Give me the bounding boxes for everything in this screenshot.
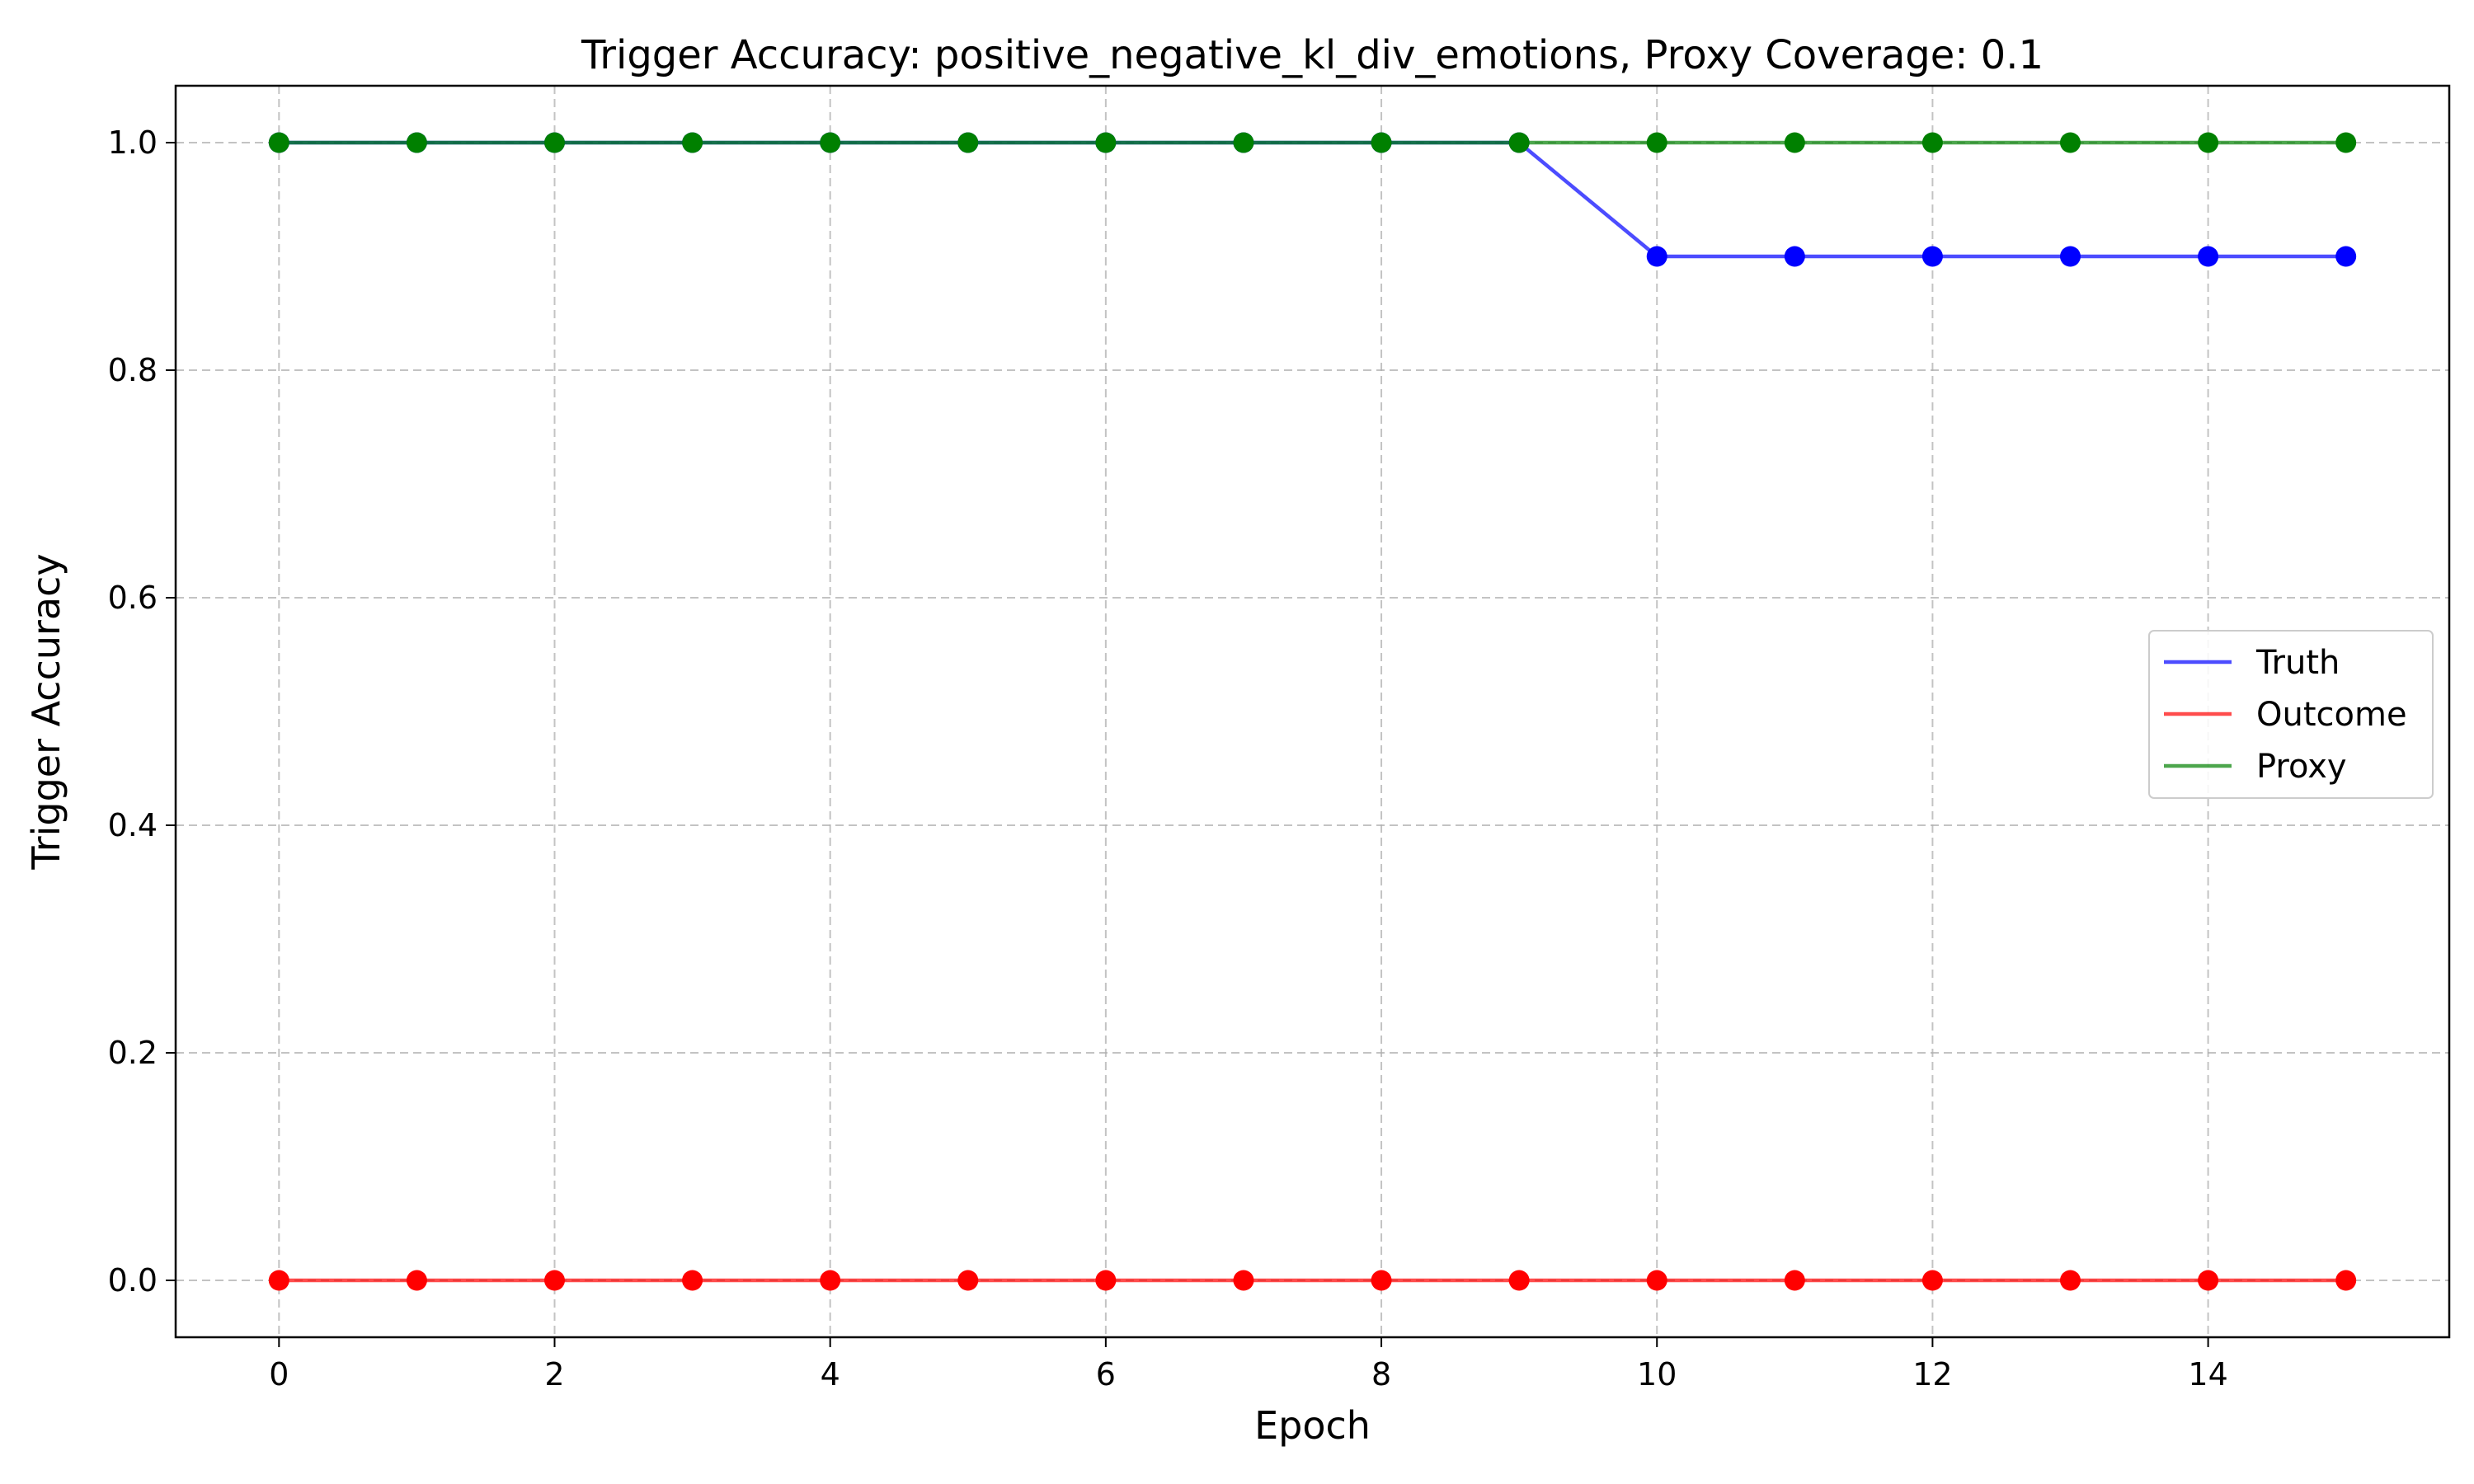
x-tick-label: 0 <box>269 1356 289 1392</box>
data-point-outcome <box>406 1270 427 1291</box>
data-point-proxy <box>1784 132 1805 153</box>
y-tick-label: 1.0 <box>108 124 158 161</box>
data-point-proxy <box>682 132 703 153</box>
y-tick-label: 0.4 <box>108 807 158 843</box>
data-point-truth <box>1646 246 1667 267</box>
legend: Truth Outcome Proxy <box>2148 630 2434 799</box>
data-point-proxy <box>1646 132 1667 153</box>
data-point-truth <box>2060 246 2081 267</box>
data-point-outcome <box>1508 1270 1530 1291</box>
x-tick-label: 8 <box>1371 1356 1391 1392</box>
data-point-proxy <box>1371 132 1392 153</box>
data-point-truth <box>2198 246 2219 267</box>
x-axis-label: Epoch <box>1254 1403 1371 1448</box>
data-point-proxy <box>1508 132 1530 153</box>
data-point-outcome <box>544 1270 565 1291</box>
data-point-proxy <box>406 132 427 153</box>
y-tick-label: 0.2 <box>108 1035 158 1071</box>
data-point-outcome <box>1921 1270 1943 1291</box>
x-tick-label: 10 <box>1637 1356 1677 1392</box>
legend-box <box>2148 630 2434 799</box>
y-tick-label: 0.8 <box>108 352 158 388</box>
data-point-outcome <box>268 1270 289 1291</box>
data-point-outcome <box>2060 1270 2081 1291</box>
data-point-proxy <box>2060 132 2081 153</box>
series-layer <box>268 132 2357 1291</box>
y-tick-label: 0.0 <box>108 1262 158 1298</box>
data-point-proxy <box>1095 132 1117 153</box>
data-point-outcome <box>682 1270 703 1291</box>
data-point-truth <box>1784 246 1805 267</box>
data-point-proxy <box>1233 132 1254 153</box>
data-point-outcome <box>820 1270 841 1291</box>
data-point-truth <box>2335 246 2357 267</box>
data-point-proxy <box>544 132 565 153</box>
plot-frame <box>174 84 2451 1339</box>
data-point-outcome <box>1371 1270 1392 1291</box>
y-tick-label: 0.6 <box>108 580 158 616</box>
data-point-truth <box>1921 246 1943 267</box>
data-point-outcome <box>957 1270 979 1291</box>
data-point-proxy <box>2198 132 2219 153</box>
x-tick-label: 2 <box>544 1356 564 1392</box>
y-axis-label: Trigger Accuracy <box>24 553 68 870</box>
data-point-outcome <box>1784 1270 1805 1291</box>
legend-label-outcome: Outcome <box>2256 696 2407 734</box>
x-tick-label: 14 <box>2188 1356 2227 1392</box>
x-tick-label: 6 <box>1096 1356 1116 1392</box>
chart-title: Trigger Accuracy: positive_negative_kl_d… <box>581 32 2044 78</box>
axis-layer: 0 2 4 6 8 10 12 14 0.0 0.2 0.4 0.6 0.8 1.0 <box>108 124 2228 1392</box>
data-point-outcome <box>2335 1270 2357 1291</box>
data-point-outcome <box>1233 1270 1254 1291</box>
legend-label-truth: Truth <box>2255 644 2340 682</box>
x-tick-label: 12 <box>1912 1356 1952 1392</box>
data-point-proxy <box>1921 132 1943 153</box>
data-point-proxy <box>820 132 841 153</box>
data-point-proxy <box>268 132 289 153</box>
data-point-proxy <box>2335 132 2357 153</box>
data-point-outcome <box>1095 1270 1117 1291</box>
legend-label-proxy: Proxy <box>2256 748 2347 786</box>
data-point-proxy <box>957 132 979 153</box>
x-tick-label: 4 <box>821 1356 840 1392</box>
data-point-outcome <box>2198 1270 2219 1291</box>
data-point-outcome <box>1646 1270 1667 1291</box>
